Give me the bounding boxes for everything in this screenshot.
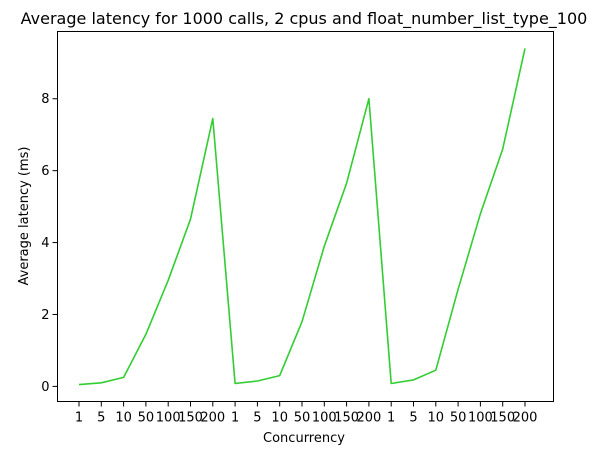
y-tick-label: 6 xyxy=(41,164,49,179)
x-tick-label: 100 xyxy=(312,411,337,426)
x-tick-label: 150 xyxy=(334,411,359,426)
x-tick-label: 1 xyxy=(75,411,83,426)
x-tick-label: 200 xyxy=(356,411,381,426)
series-line xyxy=(78,48,526,386)
axes-frame xyxy=(57,31,554,402)
chart-title: Average latency for 1000 calls, 2 cpus a… xyxy=(21,9,588,29)
x-tick-label: 50 xyxy=(294,411,311,426)
y-tick-label: 4 xyxy=(41,236,49,251)
x-tick-label: 5 xyxy=(253,411,261,426)
x-tick-label: 200 xyxy=(200,411,225,426)
y-tick-label: 8 xyxy=(41,92,49,107)
y-axis-label: Average latency (ms) xyxy=(17,147,32,286)
x-axis-label: Concurrency xyxy=(263,431,345,446)
x-tick-label: 5 xyxy=(409,411,417,426)
x-tick-label: 10 xyxy=(271,411,288,426)
x-tick-label: 5 xyxy=(97,411,105,426)
x-tick-label: 50 xyxy=(450,411,467,426)
y-tick-label: 2 xyxy=(41,308,49,323)
x-tick-label: 100 xyxy=(156,411,181,426)
x-tick-label: 1 xyxy=(231,411,239,426)
x-tick-label: 100 xyxy=(468,411,493,426)
x-tick-label: 150 xyxy=(178,411,203,426)
x-tick-label: 10 xyxy=(428,411,445,426)
x-tick-label: 200 xyxy=(513,411,538,426)
x-tick-label: 50 xyxy=(138,411,155,426)
y-tick-label: 0 xyxy=(41,380,49,395)
x-tick-label: 150 xyxy=(490,411,515,426)
x-tick-label: 1 xyxy=(387,411,395,426)
x-tick-label: 10 xyxy=(115,411,132,426)
